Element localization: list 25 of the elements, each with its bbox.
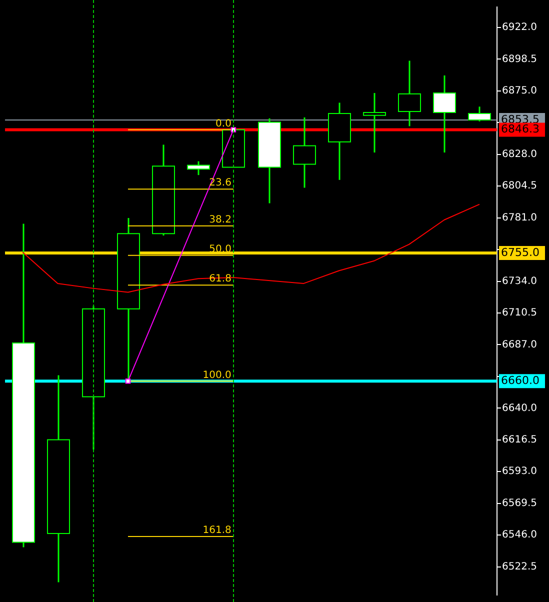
y-tick-label: 6593.0 <box>502 466 537 478</box>
ref-line-label: 6846.3 <box>501 122 540 136</box>
ref-line-label: 6755.0 <box>501 246 540 259</box>
y-tick-label: 6804.5 <box>502 180 537 192</box>
y-tick-label: 6875.0 <box>502 86 537 97</box>
y-tick-label: 6734.0 <box>502 276 537 287</box>
candlestick <box>398 60 421 127</box>
y-tick-label: 6616.5 <box>502 434 537 446</box>
candlestick <box>293 116 316 188</box>
y-tick-label: 6522.5 <box>502 561 537 572</box>
y-tick-label: 6710.5 <box>502 308 537 319</box>
candlestick <box>433 74 456 154</box>
series-label: 161.8 <box>202 525 232 536</box>
y-tick-label: 6546.0 <box>502 530 537 541</box>
y-tick-label: 6828.0 <box>502 149 537 160</box>
series-label: 100.0 <box>202 370 232 381</box>
y-tick-label: 6569.5 <box>502 498 537 509</box>
y-tick-label: 6922.0 <box>502 22 537 34</box>
ref-line-label: 6660.0 <box>501 374 540 388</box>
y-tick-label: 6898.5 <box>502 54 537 65</box>
series-label: 0.0 <box>216 118 232 130</box>
series-label: 38.2 <box>209 214 232 226</box>
y-tick-label: 6640.0 <box>502 402 537 414</box>
y-tick-label: 6781.0 <box>502 212 537 224</box>
y-tick-label: 6687.0 <box>502 339 537 350</box>
